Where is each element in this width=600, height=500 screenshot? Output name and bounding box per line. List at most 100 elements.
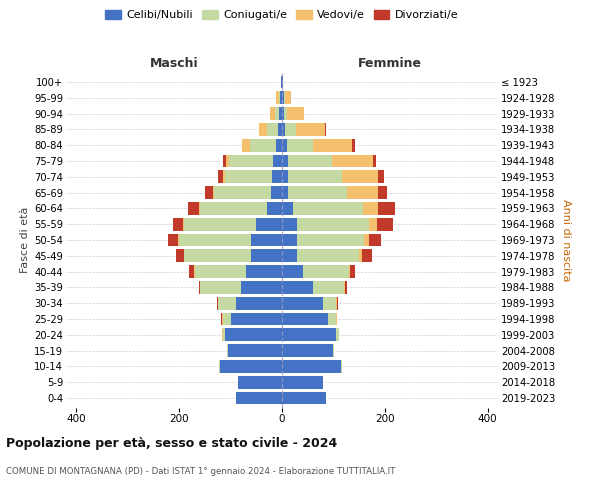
- Bar: [364, 234, 370, 246]
- Bar: [276, 138, 282, 151]
- Bar: [226, 154, 229, 168]
- Bar: [246, 265, 282, 278]
- Bar: [270, 107, 275, 120]
- Bar: [200, 281, 241, 294]
- Bar: [221, 312, 223, 326]
- Bar: [370, 234, 381, 246]
- Bar: [223, 154, 226, 168]
- Bar: [298, 234, 364, 246]
- Bar: [378, 170, 385, 183]
- Bar: [200, 202, 266, 215]
- Bar: [218, 296, 236, 310]
- Bar: [236, 296, 282, 310]
- Bar: [178, 234, 179, 246]
- Bar: [373, 154, 376, 168]
- Bar: [251, 234, 282, 246]
- Bar: [298, 218, 370, 230]
- Bar: [226, 170, 272, 183]
- Bar: [313, 138, 352, 151]
- Bar: [219, 360, 220, 373]
- Bar: [287, 107, 304, 120]
- Bar: [288, 154, 332, 168]
- Bar: [266, 202, 282, 215]
- Text: Femmine: Femmine: [358, 57, 422, 70]
- Bar: [349, 265, 350, 278]
- Bar: [220, 360, 282, 373]
- Bar: [277, 92, 279, 104]
- Text: Popolazione per età, sesso e stato civile - 2024: Popolazione per età, sesso e stato civil…: [6, 438, 337, 450]
- Bar: [288, 186, 347, 199]
- Bar: [284, 107, 287, 120]
- Bar: [378, 186, 388, 199]
- Bar: [251, 250, 282, 262]
- Bar: [341, 360, 342, 373]
- Bar: [352, 138, 355, 151]
- Bar: [293, 202, 363, 215]
- Bar: [282, 265, 302, 278]
- Bar: [282, 360, 341, 373]
- Bar: [183, 218, 184, 230]
- Bar: [223, 328, 226, 342]
- Bar: [282, 186, 288, 199]
- Bar: [176, 250, 184, 262]
- Bar: [378, 202, 395, 215]
- Bar: [236, 392, 282, 404]
- Bar: [226, 328, 282, 342]
- Bar: [199, 202, 200, 215]
- Bar: [279, 92, 280, 104]
- Bar: [275, 107, 280, 120]
- Bar: [288, 170, 342, 183]
- Legend: Celibi/Nubili, Coniugati/e, Vedovi/e, Divorziati/e: Celibi/Nubili, Coniugati/e, Vedovi/e, Di…: [101, 6, 463, 25]
- Bar: [278, 123, 282, 136]
- Bar: [184, 250, 251, 262]
- Bar: [282, 250, 298, 262]
- Bar: [194, 265, 246, 278]
- Bar: [271, 186, 282, 199]
- Bar: [282, 92, 284, 104]
- Bar: [280, 92, 282, 104]
- Bar: [345, 281, 347, 294]
- Bar: [282, 138, 287, 151]
- Bar: [173, 218, 183, 230]
- Bar: [282, 281, 313, 294]
- Bar: [370, 218, 377, 230]
- Bar: [313, 281, 344, 294]
- Bar: [282, 328, 336, 342]
- Bar: [227, 344, 228, 357]
- Bar: [282, 170, 288, 183]
- Bar: [184, 218, 256, 230]
- Bar: [282, 123, 285, 136]
- Bar: [272, 170, 282, 183]
- Bar: [359, 250, 362, 262]
- Bar: [217, 296, 218, 310]
- Bar: [250, 138, 276, 151]
- Bar: [179, 234, 251, 246]
- Bar: [342, 170, 378, 183]
- Bar: [323, 296, 336, 310]
- Bar: [280, 107, 282, 120]
- Bar: [298, 250, 359, 262]
- Bar: [282, 107, 284, 120]
- Bar: [363, 202, 378, 215]
- Y-axis label: Fasce di età: Fasce di età: [20, 207, 30, 273]
- Bar: [188, 202, 199, 215]
- Bar: [282, 202, 293, 215]
- Bar: [223, 170, 226, 183]
- Bar: [256, 218, 282, 230]
- Bar: [350, 265, 355, 278]
- Bar: [337, 296, 338, 310]
- Y-axis label: Anni di nascita: Anni di nascita: [561, 198, 571, 281]
- Bar: [223, 312, 230, 326]
- Bar: [259, 123, 267, 136]
- Bar: [267, 123, 278, 136]
- Bar: [214, 186, 271, 199]
- Bar: [325, 123, 326, 136]
- Bar: [347, 186, 378, 199]
- Bar: [189, 265, 194, 278]
- Bar: [282, 154, 288, 168]
- Text: COMUNE DI MONTAGNANA (PD) - Dati ISTAT 1° gennaio 2024 - Elaborazione TUTTITALIA: COMUNE DI MONTAGNANA (PD) - Dati ISTAT 1…: [6, 468, 395, 476]
- Bar: [362, 250, 372, 262]
- Bar: [241, 281, 282, 294]
- Bar: [332, 154, 373, 168]
- Bar: [242, 138, 250, 151]
